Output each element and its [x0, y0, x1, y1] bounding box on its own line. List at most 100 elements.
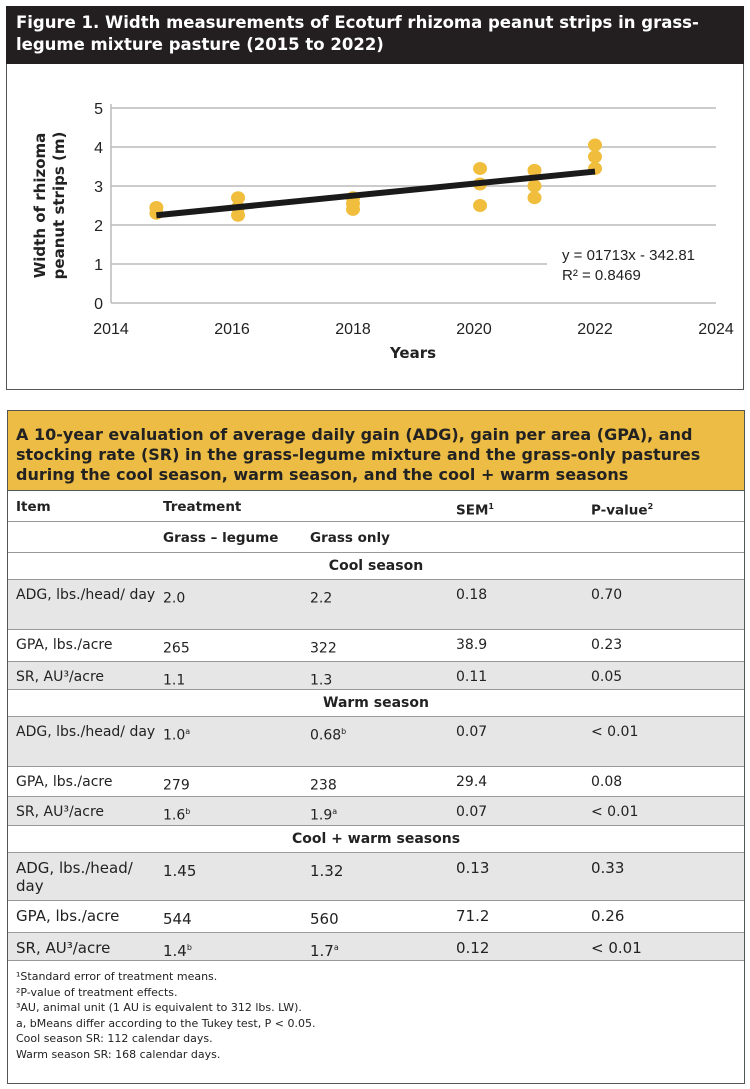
cell-item: SR, AU³/acre [16, 804, 105, 820]
x-axis-label: Years [389, 344, 436, 362]
cell-go: 1.9a [310, 807, 338, 824]
cell-sem: 0.13 [456, 859, 490, 877]
cell-p: 0.70 [591, 587, 623, 603]
data-point [231, 191, 246, 205]
cell-gl: 1.6b [163, 807, 191, 824]
x-tick-label: 2016 [214, 321, 250, 338]
cell-item: ADG, lbs./head/ day [16, 587, 156, 603]
table-row: GPA, lbs./acre 544 560 71.2 0.26 [8, 901, 744, 933]
table-row: ADG, lbs./head/ day 1.45 1.32 0.13 0.33 [8, 853, 744, 901]
cell-gl: 1.0a [163, 727, 191, 744]
cell-gl: 1.45 [163, 862, 197, 880]
cell-item: ADG, lbs./head/ day [16, 859, 133, 895]
data-point [527, 191, 542, 205]
table-header-row: Item Treatment SEM1 P-value2 [8, 491, 744, 522]
cell-sem: 0.18 [456, 587, 488, 603]
cell-p: 0.08 [591, 774, 623, 790]
data-point [527, 163, 542, 177]
cell-go: 0.68b [310, 727, 347, 744]
data-point [588, 150, 602, 164]
footnote: Warm season SR: 168 calendar days. [16, 1047, 221, 1061]
cell-item: GPA, lbs./acre [16, 774, 113, 790]
y-tick-label: 5 [94, 101, 103, 118]
header-sem: SEM1 [456, 502, 494, 519]
r-squared: R² = 0.8469 [562, 267, 641, 284]
cell-p: 0.05 [591, 669, 623, 685]
cell-gl: 2.0 [163, 590, 186, 607]
cell-go: 1.3 [310, 672, 333, 689]
subheader-grass-legume: Grass – legume [163, 530, 279, 546]
data-point [588, 138, 602, 152]
footnote: a, bMeans differ according to the Tukey … [16, 1016, 316, 1030]
subheader-grass-only: Grass only [310, 530, 390, 546]
cell-p: 0.26 [591, 907, 625, 925]
cell-item: GPA, lbs./acre [16, 637, 113, 653]
data-point [473, 161, 488, 175]
footnote: Cool season SR: 112 calendar days. [16, 1032, 213, 1045]
cell-sem: 0.11 [456, 669, 488, 685]
footnote: ³AU, animal unit (1 AU is equivalent to … [16, 1001, 302, 1014]
y-tick-label: 1 [94, 257, 103, 274]
y-tick-label: 2 [94, 218, 103, 235]
cell-sem: 0.07 [456, 804, 488, 820]
cell-go: 1.32 [310, 862, 344, 880]
cell-gl: 544 [163, 910, 192, 928]
cell-item: SR, AU³/acre [16, 939, 111, 957]
header-treatment: Treatment [163, 499, 242, 515]
trendline [156, 168, 596, 219]
cell-item: ADG, lbs./head/ day [16, 724, 156, 740]
cell-gl: 279 [163, 777, 190, 794]
results-table: A 10-year evaluation of average daily ga… [7, 410, 745, 1084]
cell-p: 0.23 [591, 637, 623, 653]
cell-sem: 71.2 [456, 907, 490, 925]
y-axis-label: Width of rhizomapeanut strips (m) [31, 132, 68, 280]
x-tick-label: 2014 [93, 321, 129, 338]
header-item: Item [16, 499, 51, 515]
cell-gl: 265 [163, 640, 190, 657]
x-tick-label: 2024 [698, 321, 734, 338]
cell-p: 0.33 [591, 859, 625, 877]
cell-p: < 0.01 [591, 724, 639, 740]
section-header: Cool season [8, 553, 744, 580]
section-label: Cool season [328, 558, 424, 574]
header-p-value: P-value2 [591, 502, 654, 519]
y-tick-label: 3 [94, 179, 103, 196]
cell-go: 322 [310, 640, 337, 657]
data-point [231, 208, 246, 222]
footnote: ²P-value of treatment effects. [16, 985, 178, 999]
table-row: ADG, lbs./head/ day 2.0 2.2 0.18 0.70 [8, 580, 744, 630]
data-point [346, 202, 360, 216]
footnotes: ¹Standard error of treatment means. ²P-va… [8, 961, 744, 1070]
cell-go: 2.2 [310, 590, 333, 607]
footnote: ¹Standard error of treatment means. [16, 970, 218, 983]
section-label: Cool + warm seasons [291, 831, 461, 847]
cell-gl: 1.4b [163, 942, 192, 960]
x-tick-label: 2022 [577, 321, 613, 338]
cell-sem: 38.9 [456, 637, 488, 653]
cell-go: 238 [310, 777, 337, 794]
cell-sem: 29.4 [456, 774, 488, 790]
cell-gl: 1.1 [163, 672, 186, 689]
data-point [473, 199, 488, 212]
chart-container: 0 1 2 3 4 5 2014 2016 2018 2020 2022 2024 y = 01713x… [6, 64, 744, 390]
table-row: SR, AU³/acre 1.1 1.3 0.11 0.05 [8, 662, 744, 690]
table-row: GPA, lbs./acre 279 238 29.4 0.08 [8, 767, 744, 797]
cell-go: 560 [310, 910, 339, 928]
section-header: Warm season [8, 690, 744, 717]
table-row: SR, AU³/acre 1.4b 1.7a 0.12 < 0.01 [8, 933, 744, 961]
cell-go: 1.7a [310, 942, 339, 960]
table-title: A 10-year evaluation of average daily ga… [8, 411, 744, 491]
trend-equation: y = 01713x - 342.81 [562, 247, 695, 264]
table-row: ADG, lbs./head/ day 1.0a 0.68b 0.07 < 0.01 [8, 717, 744, 767]
cell-item: SR, AU³/acre [16, 669, 105, 685]
x-tick-label: 2020 [456, 321, 492, 338]
cell-p: < 0.01 [591, 939, 642, 957]
table-row: GPA, lbs./acre 265 322 38.9 0.23 [8, 630, 744, 662]
figure-title: Figure 1. Width measurements of Ecoturf … [6, 6, 744, 64]
treatment-subheader-row: Grass – legume Grass only [8, 522, 744, 553]
y-tick-label: 4 [94, 140, 103, 157]
data-point [527, 179, 542, 193]
section-label: Warm season [323, 695, 429, 711]
scatter-chart: 0 1 2 3 4 5 2014 2016 2018 2020 2022 2024 y = 01713x… [31, 101, 734, 362]
table-row: SR, AU³/acre 1.6b 1.9a 0.07 < 0.01 [8, 797, 744, 826]
